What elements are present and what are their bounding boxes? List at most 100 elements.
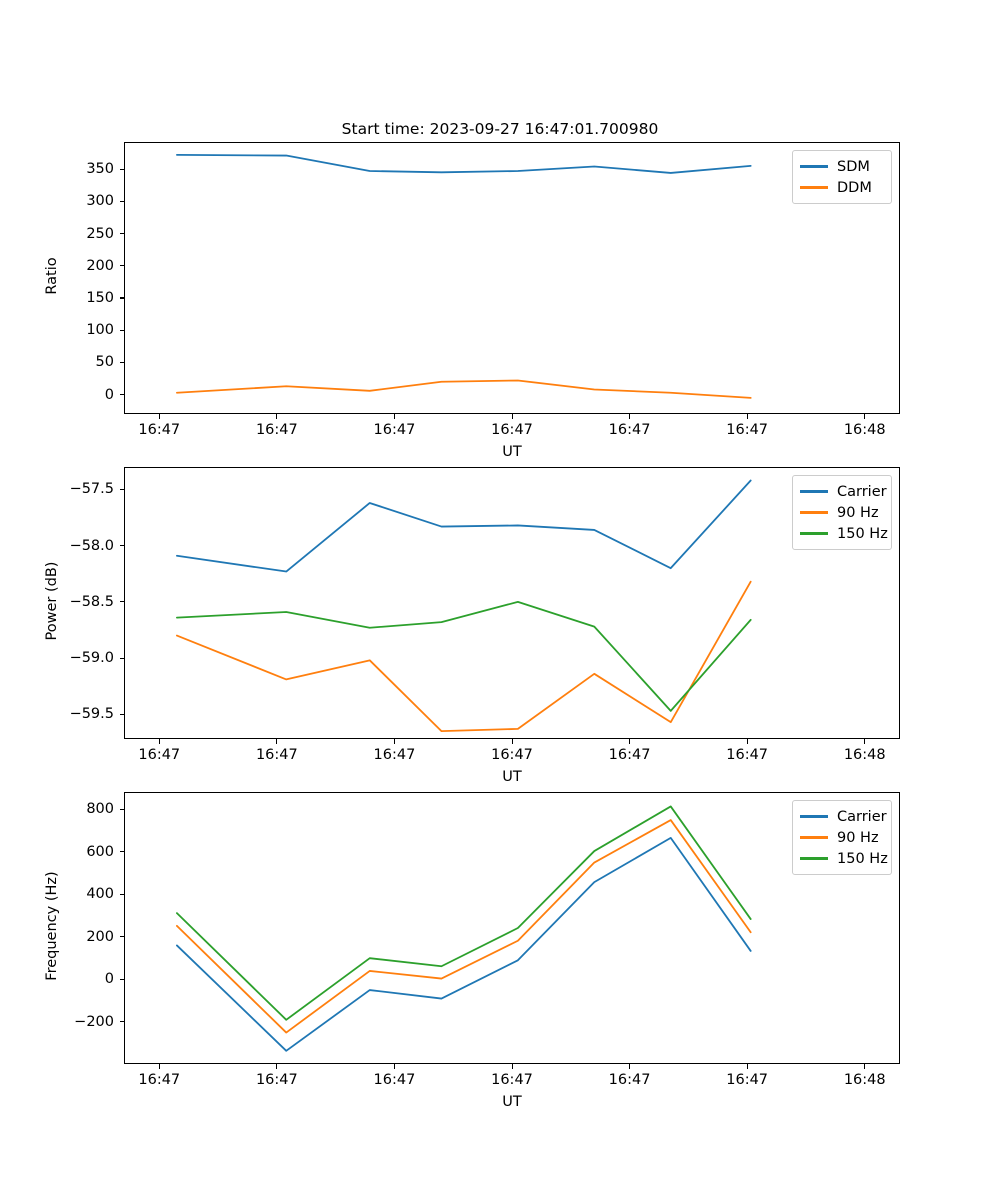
frequency-panel-series-layer <box>176 805 752 1052</box>
frequency-plot-area <box>124 792 900 1064</box>
ratio-panel-ytick-mark <box>119 233 124 235</box>
ratio-panel-yaxis-label: Ratio <box>44 257 60 295</box>
ratio-panel-ytick-label: 200 <box>86 257 114 274</box>
frequency-panel-xtick-label: 16:47 <box>608 1072 651 1088</box>
power-plot-area <box>124 467 900 739</box>
frequency-panel-xtick-mark <box>511 1064 513 1069</box>
frequency-panel-ytick-label: 200 <box>86 928 114 945</box>
power-panel-ytick-mark <box>119 657 124 659</box>
legend-label-carrier: Carrier <box>837 483 887 500</box>
ratio-panel-ytick-mark <box>119 297 124 299</box>
ratio-panel-xtick-mark <box>864 414 866 419</box>
frequency-panel-xtick-mark <box>393 1064 396 1069</box>
frequency-panel-yaxis-label: Frequency (Hz) <box>44 871 60 981</box>
ratio-panel-ytick-mark <box>119 168 124 170</box>
frequency-panel-ytick-label: 600 <box>86 843 114 860</box>
frequency-subplot <box>124 792 900 1064</box>
power-panel-series-carrier <box>176 479 752 573</box>
frequency-panel-legend-item-carrier[interactable]: Carrier <box>800 806 887 827</box>
ratio-panel-ytick-label: 100 <box>86 322 114 339</box>
frequency-panel-xtick-label: 16:47 <box>373 1072 416 1088</box>
ratio-panel-xtick-label: 16:47 <box>608 422 651 438</box>
ratio-panel-ytick-label: 300 <box>86 193 114 210</box>
legend-line-swatch-150-hz <box>800 532 828 535</box>
legend-line-swatch-sdm <box>800 165 828 168</box>
frequency-panel-ytick-mark <box>119 936 124 938</box>
frequency-panel-legend-item-150-hz[interactable]: 150 Hz <box>800 848 888 869</box>
frequency-panel-xtick-label: 16:48 <box>843 1072 886 1088</box>
frequency-panel-ytick-mark <box>119 851 124 853</box>
power-panel-legend[interactable]: Carrier 90 Hz 150 Hz <box>792 475 892 550</box>
frequency-panel-ytick-mark <box>119 893 124 895</box>
power-panel-ytick-label: −58.0 <box>69 537 114 554</box>
ratio-panel-ytick-label: 250 <box>86 225 114 242</box>
power-subplot <box>124 467 900 739</box>
ratio-plot-area <box>124 142 900 414</box>
ratio-panel-xtick-mark <box>158 414 160 419</box>
ratio-panel-ytick-label: 150 <box>86 289 114 306</box>
power-panel-xtick-label: 16:47 <box>491 747 533 763</box>
frequency-panel-ytick-mark <box>119 978 124 980</box>
legend-label-ddm: DDM <box>837 179 872 196</box>
power-plot-frame <box>124 467 900 739</box>
frequency-panel-ytick-label: 800 <box>86 801 114 817</box>
power-panel-xtick-label: 16:47 <box>608 747 651 763</box>
ratio-panel-xtick-label: 16:48 <box>843 422 886 438</box>
ratio-panel-legend-item-sdm[interactable]: SDM <box>800 156 884 177</box>
legend-line-swatch-150-hz <box>800 857 828 860</box>
ratio-plot-frame <box>124 142 900 414</box>
frequency-panel-xtick-mark <box>864 1064 866 1069</box>
frequency-plot-frame <box>124 792 900 1064</box>
frequency-panel-ytick-mark <box>119 1021 124 1023</box>
ratio-panel-ytick-mark <box>119 361 124 364</box>
ratio-panel-xtick-label: 16:47 <box>726 422 769 438</box>
power-panel-xtick-label: 16:47 <box>138 747 181 763</box>
power-panel-legend-item-90-hz[interactable]: 90 Hz <box>800 502 884 523</box>
power-panel-ytick-label: −57.5 <box>69 481 114 498</box>
ratio-panel-ytick-label: 0 <box>104 386 114 403</box>
frequency-panel-xtick-mark <box>629 1064 631 1069</box>
frequency-panel-ytick-mark <box>119 808 124 810</box>
frequency-panel-ytick-label: 400 <box>86 886 114 902</box>
ratio-panel-series-ddm <box>176 379 752 399</box>
power-panel-xtick-mark <box>629 739 631 744</box>
ratio-panel-ytick-label: 50 <box>95 354 114 371</box>
power-panel-xtick-mark <box>746 739 748 744</box>
frequency-panel-xaxis-label: UT <box>502 1094 522 1110</box>
legend-label-150-hz: 150 Hz <box>837 525 888 542</box>
frequency-panel-series-150-hz <box>176 805 752 1021</box>
legend-line-swatch-90-hz <box>800 511 828 514</box>
power-panel-xtick-mark <box>158 739 160 744</box>
ratio-panel-legend[interactable]: SDM DDM <box>792 150 892 204</box>
ratio-panel-xtick-label: 16:47 <box>491 422 533 438</box>
ratio-panel-series-sdm <box>176 153 752 174</box>
power-panel-xtick-mark <box>393 739 396 744</box>
frequency-panel-xtick-label: 16:47 <box>491 1072 533 1088</box>
power-panel-legend-item-carrier[interactable]: Carrier <box>800 481 887 502</box>
ratio-panel-legend-item-ddm[interactable]: DDM <box>800 177 884 198</box>
frequency-panel-xtick-mark <box>158 1064 160 1069</box>
frequency-panel-xtick-label: 16:47 <box>138 1072 181 1088</box>
legend-line-swatch-ddm <box>800 186 828 189</box>
frequency-panel-xtick-label: 16:47 <box>726 1072 769 1088</box>
legend-label-carrier: Carrier <box>837 808 887 825</box>
power-panel-xtick-label: 16:47 <box>373 747 416 763</box>
ratio-panel-xtick-label: 16:47 <box>138 422 181 438</box>
power-panel-ytick-mark <box>119 545 124 547</box>
legend-label-150-hz: 150 Hz <box>837 850 888 867</box>
ratio-panel-xtick-mark <box>511 414 513 419</box>
power-panel-legend-item-150-hz[interactable]: 150 Hz <box>800 523 888 544</box>
frequency-panel-legend[interactable]: Carrier 90 Hz 150 Hz <box>792 800 892 875</box>
frequency-panel-legend-item-90-hz[interactable]: 90 Hz <box>800 827 884 848</box>
ratio-panel-xtick-label: 16:47 <box>373 422 416 438</box>
frequency-panel-xtick-mark <box>276 1064 278 1069</box>
frequency-panel-ytick-label: −200 <box>74 1013 114 1030</box>
legend-label-90-hz: 90 Hz <box>837 504 879 521</box>
ratio-panel-ytick-mark <box>119 329 124 331</box>
legend-line-swatch-carrier <box>800 815 828 818</box>
figure-title: Start time: 2023-09-27 16:47:01.700980 <box>341 120 659 138</box>
legend-label-90-hz: 90 Hz <box>837 829 879 846</box>
frequency-panel-ytick-label: 0 <box>104 971 114 987</box>
legend-label-sdm: SDM <box>837 158 870 175</box>
power-panel-yaxis-label: Power (dB) <box>44 561 60 641</box>
